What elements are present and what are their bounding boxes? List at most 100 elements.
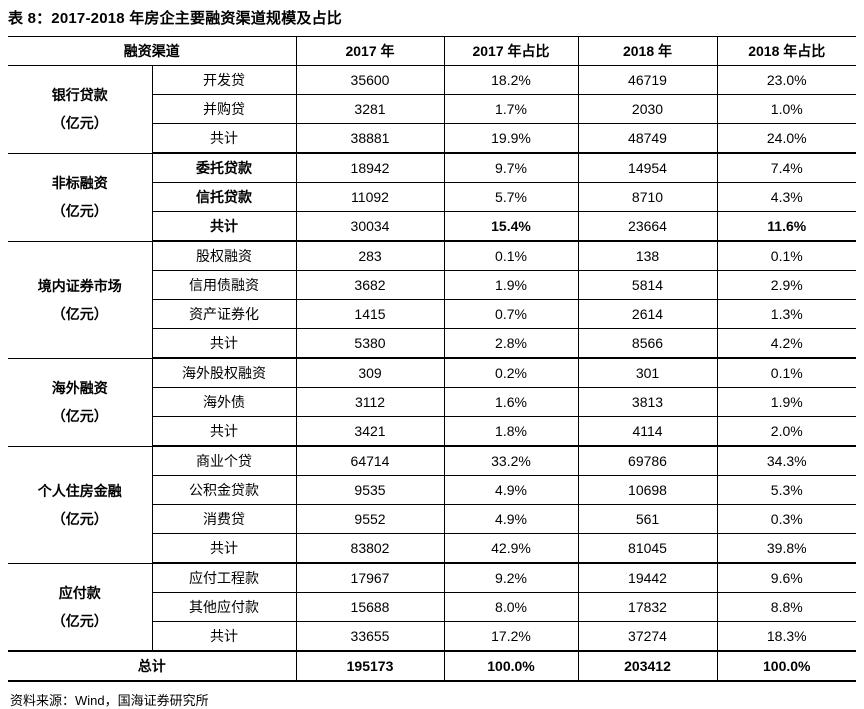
value-2018: 69786 xyxy=(577,445,718,476)
header-channel: 融资渠道 xyxy=(8,36,297,66)
value-2017: 33655 xyxy=(295,621,445,652)
value-2018: 2030 xyxy=(577,94,718,124)
group-unit: （亿元） xyxy=(51,305,108,322)
pct-2017: 0.2% xyxy=(443,357,579,388)
group-name: 海外融资 xyxy=(51,380,108,396)
value-2018: 37274 xyxy=(577,621,718,652)
header-row: 融资渠道 2017 年 2017 年占比 2018 年 2018 年占比 xyxy=(8,36,856,66)
value-2018: 81045 xyxy=(577,533,718,564)
group-unit: （亿元） xyxy=(51,203,108,219)
pct-2017: 2.8% xyxy=(443,328,579,359)
total-row: 总计 195173 100.0% 203412 100.0% xyxy=(8,650,856,682)
pct-2018: 4.2% xyxy=(716,328,856,359)
pct-2018: 1.0% xyxy=(716,94,856,124)
pct-2017: 0.7% xyxy=(443,299,579,329)
row-label: 共计 xyxy=(152,416,297,447)
table-row: 其他应付款 15688 8.0% 17832 8.8% xyxy=(8,592,856,622)
value-2018: 14954 xyxy=(577,152,718,183)
row-label: 其他应付款 xyxy=(152,592,297,622)
value-2017: 17967 xyxy=(295,562,445,593)
table-row: 信用债融资 3682 1.9% 5814 2.9% xyxy=(8,270,856,300)
row-label: 股权融资 xyxy=(151,240,297,271)
group-name: 银行贷款 xyxy=(51,87,108,104)
value-2017: 3421 xyxy=(295,416,445,447)
table-row: 共计 3421 1.8% 4114 2.0% xyxy=(8,416,856,447)
pct-2018: 7.4% xyxy=(716,152,856,183)
value-2018: 23664 xyxy=(577,211,718,242)
pct-2017: 4.9% xyxy=(443,475,579,505)
value-2017: 9552 xyxy=(295,504,445,534)
pct-2018: 0.1% xyxy=(716,240,856,271)
table-row: 银行贷款 （亿元） 开发贷 35600 18.2% 46719 23.0% xyxy=(8,65,856,154)
row-label: 商业个贷 xyxy=(151,445,297,476)
pct-2018: 18.3% xyxy=(716,621,856,652)
pct-2017: 17.2% xyxy=(443,621,579,652)
total-pct-2017: 100.0% xyxy=(443,650,579,682)
row-label: 资产证券化 xyxy=(152,299,297,329)
value-2018: 8710 xyxy=(577,182,718,212)
row-label: 信用债融资 xyxy=(152,270,297,300)
row-label: 应付工程款 xyxy=(151,562,297,593)
value-2018: 17832 xyxy=(577,592,718,622)
table-row: 公积金贷款 9535 4.9% 10698 5.3% xyxy=(8,475,856,505)
pct-2017: 19.9% xyxy=(443,123,579,154)
header-2018: 2018 年 xyxy=(577,36,718,66)
pct-2017: 5.7% xyxy=(443,182,579,212)
pct-2018: 23.0% xyxy=(716,65,856,95)
table-row: 共计 30034 15.4% 23664 11.6% xyxy=(8,211,856,242)
pct-2018: 11.6% xyxy=(716,211,856,242)
value-2017: 11092 xyxy=(295,182,445,212)
value-2018: 48749 xyxy=(577,123,718,154)
value-2017: 3112 xyxy=(295,387,445,417)
value-2018: 2614 xyxy=(577,299,718,329)
table-row: 非标融资 （亿元） 委托贷款 18942 9.7% 14954 7.4% xyxy=(8,152,856,242)
table-row: 信托贷款 11092 5.7% 8710 4.3% xyxy=(8,182,856,212)
value-2017: 83802 xyxy=(295,533,445,564)
table-row: 个人住房金融 （亿元） 商业个贷 64714 33.2% 69786 34.3% xyxy=(8,445,856,564)
total-value-2017: 195173 xyxy=(295,650,445,682)
header-2017: 2017 年 xyxy=(295,36,445,66)
value-2018: 301 xyxy=(577,357,718,388)
group-name: 非标融资 xyxy=(51,175,108,191)
data-source: 资料来源：Wind，国海证券研究所 xyxy=(10,693,209,708)
value-2017: 283 xyxy=(295,240,445,271)
table-row: 共计 5380 2.8% 8566 4.2% xyxy=(8,328,856,359)
group-unit: （亿元） xyxy=(51,510,108,527)
pct-2017: 1.7% xyxy=(443,94,579,124)
group-name: 境内证券市场 xyxy=(37,277,122,294)
value-2018: 19442 xyxy=(577,562,718,593)
row-label: 信托贷款 xyxy=(152,182,297,212)
group-label-domestic-securities: 境内证券市场 （亿元） xyxy=(8,240,153,359)
table-row: 消费贷 9552 4.9% 561 0.3% xyxy=(8,504,856,534)
table-title: 表 8：2017-2018 年房企主要融资渠道规模及占比 xyxy=(8,10,343,27)
pct-2018: 1.9% xyxy=(716,387,856,417)
pct-2017: 15.4% xyxy=(443,211,579,242)
value-2017: 1415 xyxy=(295,299,445,329)
value-2017: 18942 xyxy=(295,152,445,183)
row-label: 海外股权融资 xyxy=(151,357,297,388)
group-name: 应付款 xyxy=(58,584,101,601)
table-row: 并购贷 3281 1.7% 2030 1.0% xyxy=(8,94,856,124)
table-row: 资产证券化 1415 0.7% 2614 1.3% xyxy=(8,299,856,329)
value-2017: 35600 xyxy=(295,65,445,95)
value-2017: 38881 xyxy=(295,123,445,154)
value-2018: 138 xyxy=(577,240,718,271)
row-label: 委托贷款 xyxy=(151,152,297,183)
value-2017: 309 xyxy=(295,357,445,388)
pct-2018: 39.8% xyxy=(716,533,856,564)
group-unit: （亿元） xyxy=(51,408,108,424)
group-label-payables: 应付款 （亿元） xyxy=(8,562,153,652)
value-2017: 64714 xyxy=(295,445,445,476)
pct-2018: 0.3% xyxy=(716,504,856,534)
pct-2018: 24.0% xyxy=(716,123,856,154)
value-2018: 46719 xyxy=(577,65,718,95)
total-pct-2018: 100.0% xyxy=(716,650,856,682)
group-label-nonstandard-financing: 非标融资 （亿元） xyxy=(8,152,153,242)
pct-2018: 5.3% xyxy=(716,475,856,505)
row-label: 共计 xyxy=(152,211,297,242)
pct-2017: 9.7% xyxy=(443,152,579,183)
financing-channels-table: 融资渠道 2017 年 2017 年占比 2018 年 2018 年占比 银行贷… xyxy=(8,36,856,682)
header-2017-pct: 2017 年占比 xyxy=(443,36,579,66)
pct-2017: 4.9% xyxy=(443,504,579,534)
